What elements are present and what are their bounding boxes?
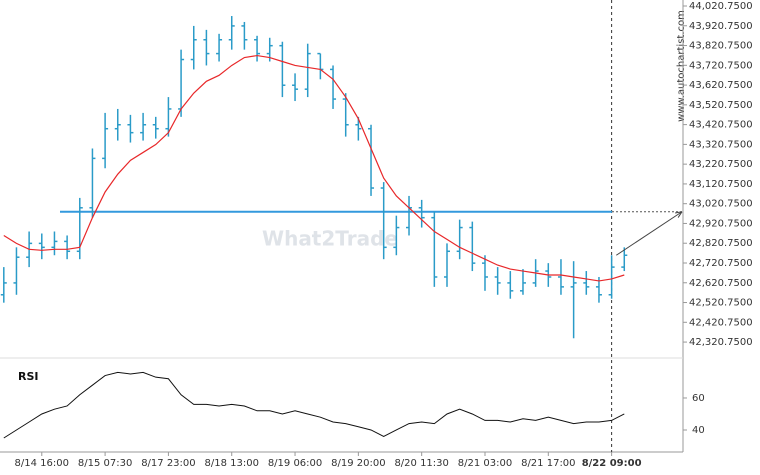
y-tick-label: 43,920.7500 [689,21,753,32]
x-tick-label: 8/21 17:00 [521,458,575,469]
y-tick-label: 43,020.7500 [689,199,753,210]
source-label: www.autochartist.com [676,10,687,122]
y-tick-label: 43,220.7500 [689,159,753,170]
y-tick-label: 43,620.7500 [689,80,753,91]
y-tick-label: 43,520.7500 [689,100,753,111]
x-tick-label: 8/19 06:00 [268,458,322,469]
x-tick-label: 8/17 23:00 [141,458,195,469]
x-tick-label: 8/19 20:00 [331,458,385,469]
y-tick-label: 43,420.7500 [689,120,753,131]
y-tick-label: 42,920.7500 [689,218,753,229]
rsi-tick-label: 60 [692,393,705,404]
y-tick-label: 43,320.7500 [689,139,753,150]
rsi-line [3,371,625,439]
x-tick-label: 8/18 13:00 [205,458,259,469]
y-tick-label: 43,820.7500 [689,41,753,52]
x-tick-label: 8/20 11:30 [394,458,448,469]
y-tick-label: 43,120.7500 [689,179,753,190]
rsi-label: RSI [18,370,39,383]
y-tick-label: 43,720.7500 [689,60,753,71]
x-tick-label: 8/21 03:00 [458,458,512,469]
x-tick-label: 8/22 09:00 [582,458,642,469]
y-tick-label: 42,320.7500 [689,337,753,348]
x-tick-label: 8/14 16:00 [15,458,69,469]
forecast-arrow [616,211,683,256]
rsi-tick-label: 40 [692,425,705,436]
y-tick-label: 42,420.7500 [689,317,753,328]
y-tick-label: 42,620.7500 [689,278,753,289]
y-tick-label: 42,520.7500 [689,298,753,309]
moving-average [3,54,625,282]
y-tick-label: 42,720.7500 [689,258,753,269]
forecast-arrow-head [675,211,683,218]
y-tick-label: 42,820.7500 [689,238,753,249]
watermark: What2Trade [262,227,398,251]
x-tick-label: 8/15 07:30 [78,458,132,469]
y-tick-label: 44,020.7500 [689,1,753,12]
